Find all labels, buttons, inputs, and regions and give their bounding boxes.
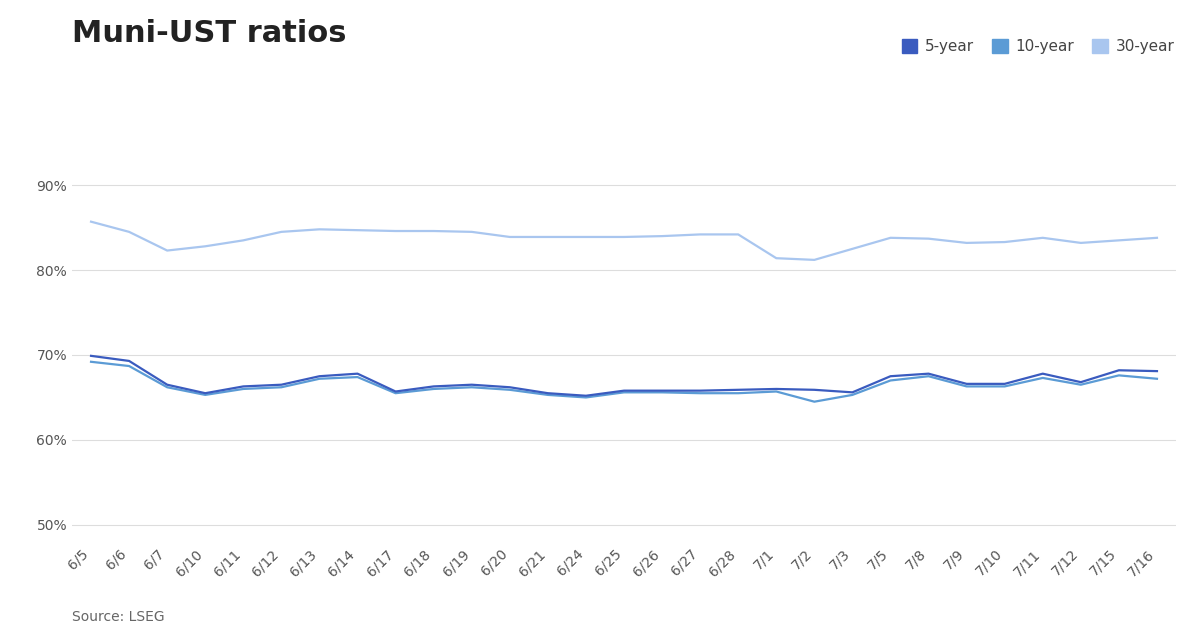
Line: 5-year: 5-year (91, 356, 1157, 396)
30-year (389, 227, 403, 235)
30-year (198, 243, 212, 250)
30-year (845, 245, 859, 253)
5-year (274, 381, 288, 389)
10-year (1074, 381, 1088, 389)
10-year (236, 385, 251, 392)
30-year (236, 237, 251, 244)
30-year (503, 233, 517, 241)
5-year (883, 372, 898, 380)
5-year (1074, 379, 1088, 386)
30-year (883, 234, 898, 241)
30-year (312, 226, 326, 233)
5-year (236, 382, 251, 390)
5-year (426, 382, 440, 390)
10-year (883, 377, 898, 384)
30-year (769, 255, 784, 262)
30-year (731, 231, 745, 238)
Legend: 5-year, 10-year, 30-year: 5-year, 10-year, 30-year (896, 33, 1181, 60)
10-year (922, 372, 936, 380)
5-year (122, 357, 137, 365)
5-year (1111, 367, 1126, 374)
30-year (960, 239, 974, 247)
5-year (617, 387, 631, 394)
5-year (1150, 367, 1164, 375)
30-year (922, 235, 936, 243)
10-year (389, 389, 403, 397)
5-year (997, 380, 1012, 387)
5-year (84, 352, 98, 360)
10-year (845, 391, 859, 399)
Line: 30-year: 30-year (91, 222, 1157, 260)
10-year (960, 382, 974, 390)
10-year (84, 358, 98, 365)
10-year (426, 385, 440, 392)
10-year (655, 389, 670, 396)
5-year (464, 381, 479, 389)
5-year (845, 389, 859, 396)
10-year (997, 382, 1012, 390)
10-year (578, 394, 593, 401)
5-year (692, 387, 707, 394)
30-year (84, 218, 98, 226)
10-year (350, 374, 365, 381)
5-year (350, 370, 365, 377)
30-year (1111, 237, 1126, 244)
10-year (808, 398, 822, 406)
5-year (160, 381, 174, 389)
5-year (960, 380, 974, 387)
30-year (1074, 239, 1088, 247)
5-year (312, 372, 326, 380)
5-year (389, 387, 403, 395)
10-year (769, 387, 784, 395)
10-year (731, 389, 745, 397)
10-year (503, 386, 517, 394)
10-year (464, 384, 479, 391)
30-year (808, 256, 822, 264)
10-year (312, 375, 326, 382)
30-year (1036, 234, 1050, 241)
5-year (655, 387, 670, 394)
5-year (769, 385, 784, 392)
30-year (541, 233, 556, 241)
10-year (1036, 374, 1050, 382)
10-year (541, 391, 556, 399)
30-year (1150, 234, 1164, 241)
5-year (198, 389, 212, 397)
Line: 10-year: 10-year (91, 362, 1157, 402)
5-year (503, 384, 517, 391)
30-year (274, 228, 288, 236)
10-year (1111, 372, 1126, 379)
10-year (122, 362, 137, 370)
Text: Muni-UST ratios: Muni-UST ratios (72, 19, 347, 48)
10-year (274, 384, 288, 391)
5-year (578, 392, 593, 399)
30-year (655, 232, 670, 240)
5-year (1036, 370, 1050, 377)
5-year (922, 370, 936, 377)
10-year (1150, 375, 1164, 382)
30-year (997, 238, 1012, 246)
10-year (692, 389, 707, 397)
10-year (198, 391, 212, 399)
30-year (426, 227, 440, 235)
10-year (617, 389, 631, 396)
30-year (350, 226, 365, 234)
30-year (464, 228, 479, 236)
5-year (808, 386, 822, 394)
30-year (160, 247, 174, 255)
30-year (617, 233, 631, 241)
5-year (541, 389, 556, 397)
30-year (122, 228, 137, 236)
Text: Source: LSEG: Source: LSEG (72, 610, 164, 624)
5-year (731, 386, 745, 394)
30-year (578, 233, 593, 241)
30-year (692, 231, 707, 238)
10-year (160, 384, 174, 391)
